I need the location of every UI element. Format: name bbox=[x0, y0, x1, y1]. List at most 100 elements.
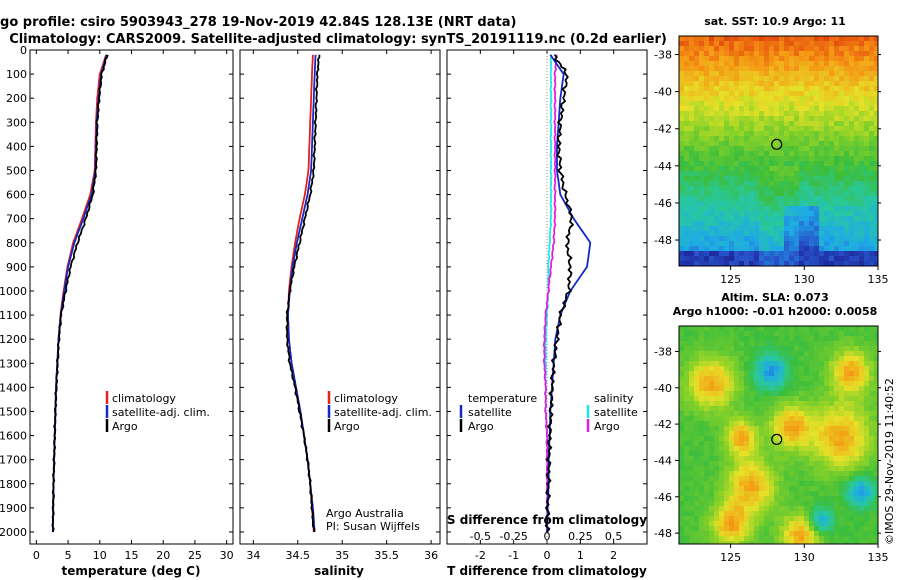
sla-cell bbox=[739, 416, 745, 422]
sla-cell bbox=[789, 501, 795, 507]
sla-cell bbox=[679, 476, 685, 482]
sla-cell bbox=[824, 391, 830, 397]
sla-cell bbox=[824, 411, 830, 417]
sla-cell bbox=[684, 431, 690, 437]
sla-cell bbox=[744, 446, 750, 452]
sla-cell bbox=[724, 436, 730, 442]
sst-cell bbox=[729, 36, 735, 42]
sst-cell bbox=[769, 161, 775, 167]
sla-cell bbox=[844, 341, 850, 347]
sst-cell bbox=[774, 96, 780, 102]
sst-cell bbox=[804, 96, 810, 102]
sla-cell bbox=[799, 506, 805, 512]
sst-cell bbox=[679, 241, 685, 247]
sst-cell bbox=[784, 146, 790, 152]
sst-cell bbox=[694, 76, 700, 82]
sla-cell bbox=[709, 451, 715, 457]
sst-cell bbox=[784, 41, 790, 47]
sla-cell bbox=[794, 341, 800, 347]
sst-cell bbox=[789, 201, 795, 207]
sla-cell bbox=[819, 516, 825, 522]
sst-cell bbox=[824, 236, 830, 242]
sst-cell bbox=[789, 156, 795, 162]
sla-cell bbox=[844, 351, 850, 357]
sla-cell bbox=[679, 526, 685, 532]
sla-cell bbox=[759, 516, 765, 522]
sla-cell bbox=[804, 371, 810, 377]
sla-cell bbox=[709, 396, 715, 402]
sst-cell bbox=[804, 46, 810, 52]
sla-cell bbox=[769, 451, 775, 457]
sla-cell bbox=[709, 536, 715, 542]
sla-cell bbox=[714, 501, 720, 507]
sla-cell bbox=[799, 346, 805, 352]
sla-cell bbox=[834, 461, 840, 467]
sst-cell bbox=[749, 111, 755, 117]
sla-cell bbox=[689, 496, 695, 502]
sla-cell bbox=[749, 456, 755, 462]
sst-cell bbox=[784, 211, 790, 217]
sla-cell bbox=[794, 481, 800, 487]
sst-cell bbox=[684, 236, 690, 242]
sst-cell bbox=[714, 61, 720, 67]
sst-cell bbox=[684, 51, 690, 57]
sla-cell bbox=[849, 396, 855, 402]
sst-cell bbox=[689, 156, 695, 162]
sla-cell bbox=[789, 521, 795, 527]
sla-cell bbox=[709, 331, 715, 337]
sst-cell bbox=[734, 176, 740, 182]
sst-cell bbox=[769, 196, 775, 202]
sla-cell bbox=[829, 331, 835, 337]
sst-cell bbox=[869, 151, 875, 157]
sst-cell bbox=[679, 81, 685, 87]
sst-cell bbox=[794, 226, 800, 232]
sst-cell bbox=[754, 61, 760, 67]
sla-cell bbox=[789, 386, 795, 392]
sst-cell bbox=[729, 96, 735, 102]
sst-cell bbox=[704, 86, 710, 92]
sst-cell bbox=[784, 156, 790, 162]
sst-cell bbox=[864, 41, 870, 47]
sla-cell bbox=[704, 381, 710, 387]
sla-cell bbox=[809, 376, 815, 382]
sla-cell bbox=[824, 461, 830, 467]
sst-cell bbox=[849, 226, 855, 232]
sst-cell bbox=[829, 166, 835, 172]
sst-cell bbox=[774, 91, 780, 97]
sla-cell bbox=[859, 476, 865, 482]
sla-cell bbox=[839, 481, 845, 487]
sla-cell bbox=[744, 431, 750, 437]
sst-cell bbox=[834, 36, 840, 42]
sla-cell bbox=[809, 401, 815, 407]
sst-cell bbox=[789, 181, 795, 187]
sla-cell bbox=[804, 491, 810, 497]
sla-cell bbox=[749, 361, 755, 367]
sst-cell bbox=[744, 106, 750, 112]
sst-cell bbox=[739, 136, 745, 142]
sst-cell bbox=[739, 196, 745, 202]
sst-cell bbox=[764, 76, 770, 82]
sla-cell bbox=[729, 506, 735, 512]
sla-cell bbox=[694, 471, 700, 477]
sst-cell bbox=[684, 141, 690, 147]
sla-cell bbox=[679, 351, 685, 357]
x-tick-label: 34.5 bbox=[286, 549, 311, 562]
sla-cell bbox=[799, 541, 805, 544]
sst-cell bbox=[719, 246, 725, 252]
sla-cell bbox=[784, 506, 790, 512]
legend-temperature-heading: temperature bbox=[468, 392, 537, 405]
sst-cell bbox=[854, 166, 860, 172]
sla-cell bbox=[724, 406, 730, 412]
sla-cell bbox=[724, 366, 730, 372]
sst-cell bbox=[784, 221, 790, 227]
sst-cell bbox=[719, 176, 725, 182]
sla-cell bbox=[784, 541, 790, 544]
sst-cell bbox=[814, 216, 820, 222]
sla-cell bbox=[684, 491, 690, 497]
sla-cell bbox=[719, 446, 725, 452]
sst-cell bbox=[744, 226, 750, 232]
sst-cell bbox=[794, 236, 800, 242]
sst-cell bbox=[829, 241, 835, 247]
sst-cell bbox=[739, 171, 745, 177]
sla-cell bbox=[739, 356, 745, 362]
